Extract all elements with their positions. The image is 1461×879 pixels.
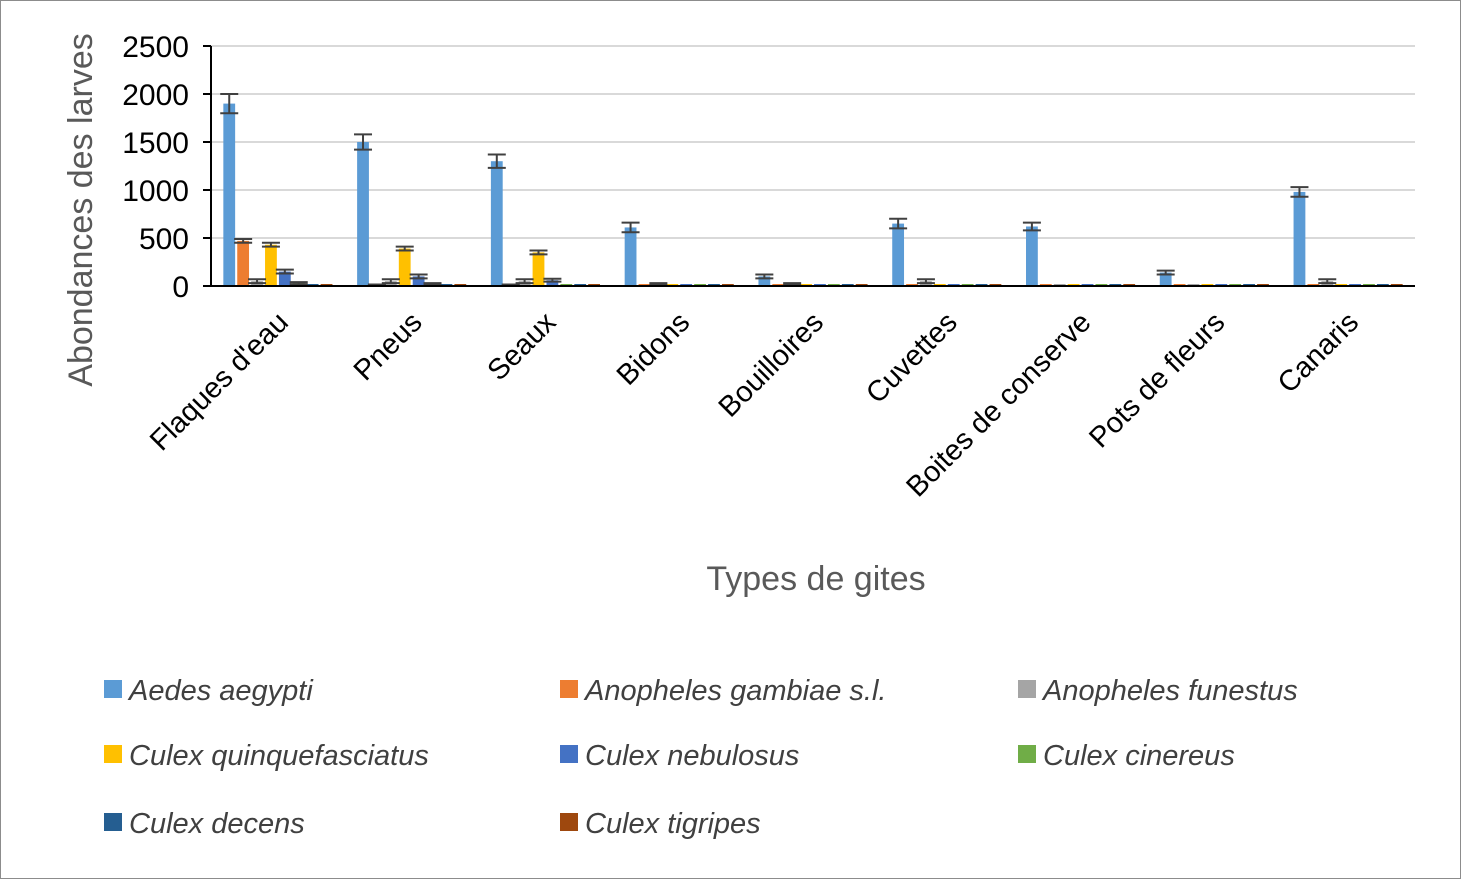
bar (223, 103, 236, 286)
legend-label: Culex tigripes (585, 808, 761, 840)
bar (398, 248, 411, 286)
x-tick-label: Bidons (611, 306, 696, 391)
bar (265, 244, 277, 286)
legend-label: Aedes aegypti (127, 675, 314, 707)
bar (892, 223, 905, 286)
error-bars (220, 93, 1337, 287)
legend-swatch (1018, 680, 1036, 698)
legend-label: Anopheles gambiae s.l. (583, 675, 886, 707)
bars (223, 103, 1403, 286)
bar (624, 227, 637, 286)
legend-swatch (1018, 745, 1036, 763)
x-tick-label: Canaris (1272, 306, 1365, 399)
legend-label: Culex nebulosus (585, 740, 799, 772)
y-tick-label: 2000 (122, 79, 189, 112)
legend-swatch (104, 680, 122, 698)
gridlines (211, 45, 1415, 239)
y-tick-label: 1000 (122, 175, 189, 208)
y-axis-ticks: 0 500 1000 1500 2000 2500 (122, 31, 211, 304)
bar (1026, 226, 1038, 286)
y-tick-label: 2500 (122, 31, 189, 64)
x-tick-label: Pots de fleurs (1083, 306, 1231, 454)
x-axis-categories: Flaques d'eau Pneus Seaux Bidons Bouilloires… (144, 306, 1365, 503)
legend-label: Culex cinereus (1043, 740, 1235, 772)
y-tick-label: 500 (139, 223, 189, 256)
legend-swatch (104, 813, 122, 831)
bar (412, 276, 425, 286)
bar (546, 280, 559, 286)
x-tick-label: Seaux (482, 306, 563, 387)
legend-label: Culex quinquefasciatus (129, 740, 429, 772)
y-tick-label: 1500 (122, 127, 189, 160)
legend-swatch (104, 745, 122, 763)
legend-swatch (560, 745, 578, 763)
bar (237, 240, 250, 286)
x-tick-label: Pneus (348, 306, 429, 387)
x-tick-label: Flaques d'eau (144, 306, 295, 457)
y-tick-label: 0 (172, 271, 189, 304)
bar (532, 252, 545, 286)
axes (210, 46, 1415, 287)
bar (758, 276, 771, 286)
legend-swatch (560, 680, 578, 698)
legend-swatch (560, 813, 578, 831)
bar (278, 271, 291, 286)
bar (1293, 191, 1306, 286)
x-tick-label: Cuvettes (860, 306, 964, 410)
legend-label: Anopheles funestus (1041, 675, 1298, 707)
legend-label: Culex decens (129, 808, 305, 840)
x-tick-label: Bouilloires (713, 306, 830, 423)
y-axis-title: Abondances des larves (62, 33, 100, 386)
bar (357, 142, 369, 286)
bar (1159, 272, 1172, 286)
bar (490, 161, 503, 286)
legend: Aedes aegypti Anopheles gambiae s.l. Anoph… (104, 675, 1298, 840)
x-axis-title: Types de gites (706, 560, 925, 598)
